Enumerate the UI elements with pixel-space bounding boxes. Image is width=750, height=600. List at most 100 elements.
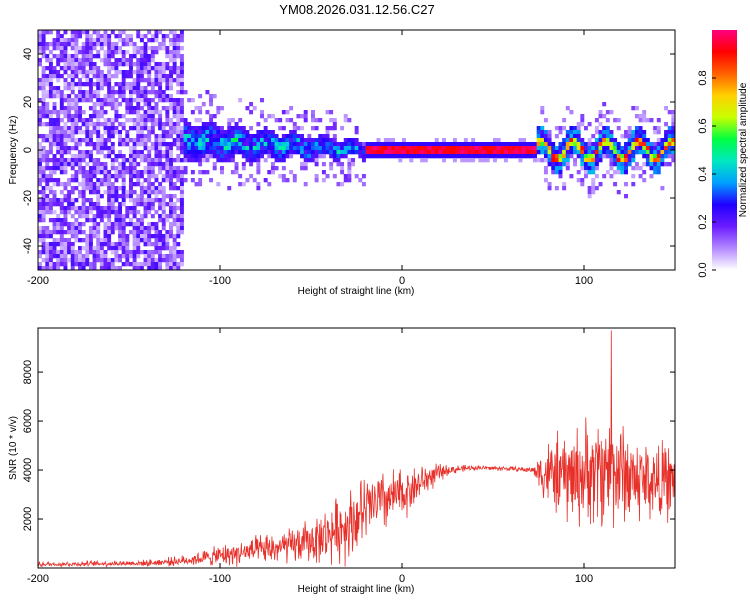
spectrogram-cell — [664, 162, 669, 167]
spectrogram-cell — [183, 158, 188, 163]
spectrogram-cell — [56, 230, 61, 235]
spectrogram-cell — [139, 182, 144, 187]
spectrogram-cell — [96, 126, 101, 131]
spectrogram-cell — [70, 66, 75, 71]
spectrogram-cell — [38, 34, 42, 39]
spectrogram-cell — [383, 154, 388, 159]
spectrogram-cell — [194, 146, 199, 151]
spectrogram-cell — [85, 138, 90, 143]
spectrogram-cell — [107, 62, 112, 67]
spectrogram-cell — [38, 142, 42, 147]
spectrogram-cell — [307, 158, 312, 163]
spectrogram-cell — [96, 102, 101, 107]
spectrogram-cell — [118, 254, 123, 259]
spectrogram-cell — [183, 118, 188, 123]
spectrogram-cell — [201, 126, 206, 131]
spectrogram-cell — [150, 258, 155, 263]
spectrogram-cell — [580, 142, 585, 147]
spectrogram-cell — [562, 146, 567, 151]
spectrogram-cell — [74, 138, 79, 143]
spectrogram-cell — [671, 134, 676, 139]
spectrogram-cell — [107, 230, 112, 235]
spectrogram-cell — [241, 126, 246, 131]
spectrogram-cell — [187, 154, 192, 159]
spectrogram-cell — [74, 146, 79, 151]
spectrogram-cell — [161, 78, 166, 83]
spectrogram-cell — [59, 146, 64, 151]
spectrogram-cell — [165, 98, 170, 103]
spectrogram-cell — [92, 102, 97, 107]
spectrogram-cell — [179, 70, 184, 75]
spectrogram-cell — [656, 138, 661, 143]
spectrogram-cell — [565, 130, 570, 135]
spectrogram-cell — [620, 170, 625, 175]
spectrogram-cell — [234, 146, 239, 151]
spectrogram-cell — [38, 62, 42, 67]
spectrogram-cell — [45, 74, 50, 79]
spectrogram-cell — [169, 178, 173, 183]
spectrogram-cell — [205, 142, 210, 147]
spectrogram-cell — [343, 150, 348, 155]
spectrogram-cell — [99, 82, 104, 87]
spectrogram-cell — [656, 170, 661, 175]
spectrogram-cell — [63, 62, 68, 67]
spectrogram-cell — [547, 162, 552, 167]
spectrogram-cell — [311, 118, 315, 123]
spectrogram-cell — [161, 226, 166, 231]
spectrogram-cell — [81, 206, 86, 211]
spectrogram-cell — [67, 250, 72, 255]
spectrogram-cell — [96, 114, 101, 119]
spectrogram-cell — [664, 134, 669, 139]
spectrogram-cell — [56, 226, 61, 231]
spectrogram-cell — [179, 126, 184, 131]
spectrogram-cell — [96, 54, 101, 59]
spectrogram-cell — [230, 142, 235, 147]
spectrogram-cell — [88, 206, 93, 211]
spectrogram-cell — [74, 62, 79, 67]
spectrogram-cell — [92, 202, 97, 207]
spectrogram-cell — [147, 194, 152, 199]
spectrogram-cell — [289, 106, 294, 111]
spectrogram-cell — [179, 34, 184, 39]
spectrogram-cell — [169, 186, 173, 191]
spectrogram-cell — [587, 162, 592, 167]
spectrogram-cell — [347, 166, 352, 171]
spectrogram-cell — [172, 102, 177, 107]
spectrogram-cell — [56, 118, 61, 123]
spectrogram-cell — [638, 142, 643, 147]
spectrogram-cell — [201, 130, 206, 135]
spectrogram-cell — [107, 138, 112, 143]
spectrogram-cell — [154, 266, 159, 271]
spectrogram-cell — [114, 98, 119, 103]
spectrogram-cell — [452, 154, 457, 159]
spectrogram-cell — [169, 194, 173, 199]
spectrogram-cell — [234, 122, 239, 127]
spectrogram-cell — [627, 154, 632, 159]
spectrogram-cell — [52, 190, 57, 195]
spectrogram-cell — [114, 34, 119, 39]
spectrogram-cell — [136, 106, 141, 111]
spectrogram-cell — [161, 210, 166, 215]
spectrogram-cell — [63, 46, 68, 51]
spectrogram-cell — [132, 214, 137, 219]
spectrogram-cell — [81, 194, 86, 199]
spectrogram-cell — [110, 94, 115, 99]
spectrogram-cell — [565, 146, 570, 151]
spectrogram-cell — [96, 130, 101, 135]
spectrogram-cell — [562, 186, 567, 191]
spectrogram-cell — [616, 142, 621, 147]
spectrogram-cell — [194, 182, 199, 187]
spectrogram-cell — [638, 174, 643, 179]
spectrogram-cell — [201, 146, 206, 151]
spectrogram-cell — [165, 82, 170, 87]
spectrogram-cell — [132, 122, 137, 127]
spectrogram-cell — [591, 158, 596, 163]
spectrogram-cell — [48, 70, 53, 75]
spectrogram-cell — [85, 150, 90, 155]
spectrogram-cell — [143, 198, 148, 203]
spectrogram-cell — [48, 254, 53, 259]
spectrogram-cell — [56, 122, 61, 127]
spectrogram-cell — [183, 166, 188, 171]
spectrogram-cell — [143, 254, 148, 259]
spectrogram-cell — [176, 266, 181, 271]
